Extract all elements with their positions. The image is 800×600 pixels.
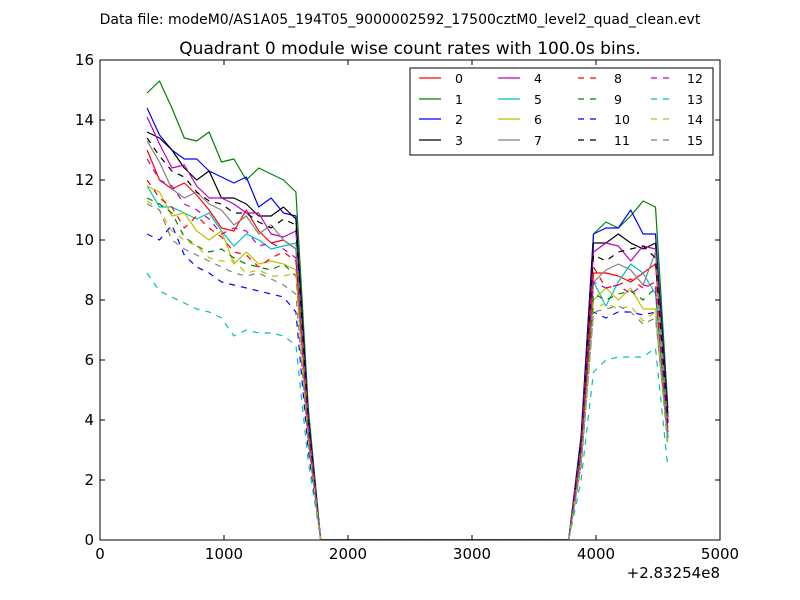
legend-label-4: 4 (534, 71, 542, 86)
x-tick-label: 5000 (701, 545, 739, 563)
series-line-10 (146, 224, 669, 540)
series-line-9 (146, 197, 669, 540)
x-tick-label: 1000 (205, 545, 243, 563)
x-tick-label: 0 (95, 545, 105, 563)
legend-label-1: 1 (455, 92, 463, 107)
legend-label-3: 3 (455, 133, 463, 148)
x-tick-label: 3000 (453, 545, 491, 563)
legend-label-9: 9 (614, 92, 622, 107)
chart-suptitle: Data file: modeM0/AS1A05_194T05_90000025… (100, 12, 701, 28)
legend-label-2: 2 (455, 112, 463, 127)
y-tick-label: 4 (84, 411, 94, 429)
series-line-6 (146, 185, 669, 540)
legend-label-10: 10 (614, 112, 630, 127)
x-tick-label: 2000 (329, 545, 367, 563)
y-tick-label: 6 (84, 351, 94, 369)
series-line-12 (146, 158, 669, 540)
legend-label-6: 6 (534, 112, 542, 127)
legend-label-5: 5 (534, 92, 542, 107)
series-line-14 (146, 200, 669, 540)
legend-label-15: 15 (687, 133, 703, 148)
y-tick-label: 0 (84, 531, 94, 549)
x-tick-label: 4000 (577, 545, 615, 563)
legend-box (409, 67, 714, 156)
chart-title: Quadrant 0 module wise count rates with … (179, 39, 640, 59)
legend-label-0: 0 (455, 71, 463, 86)
legend-label-11: 11 (614, 133, 630, 148)
y-tick-label: 8 (84, 291, 94, 309)
series-layer (146, 80, 669, 540)
legend-label-12: 12 (687, 71, 703, 86)
legend-label-8: 8 (614, 71, 622, 86)
series-line-13 (146, 272, 669, 540)
y-tick-label: 14 (75, 111, 94, 129)
x-offset-label: +2.83254e8 (627, 564, 720, 582)
legend-label-7: 7 (534, 133, 542, 148)
legend-label-13: 13 (687, 92, 703, 107)
y-tick-label: 10 (75, 231, 94, 249)
series-line-15 (146, 203, 669, 540)
y-tick-label: 12 (75, 171, 94, 189)
y-tick-label: 16 (75, 51, 94, 69)
series-line-5 (146, 185, 669, 540)
y-tick-label: 2 (84, 471, 94, 489)
legend-label-14: 14 (687, 112, 703, 127)
